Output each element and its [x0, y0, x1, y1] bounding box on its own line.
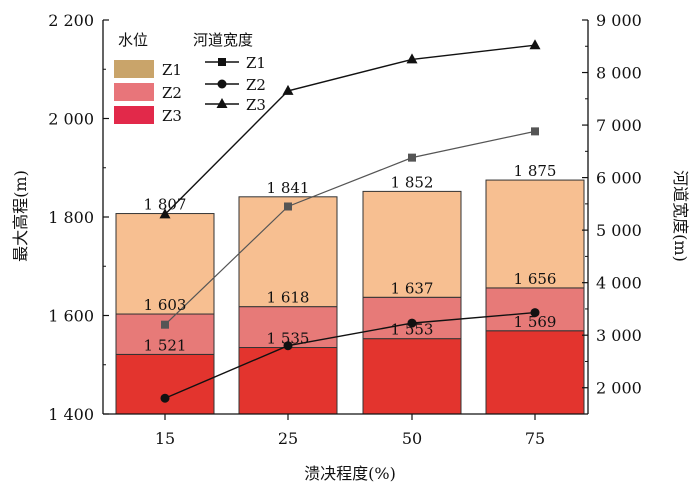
y-tick-label: 2 000 — [48, 110, 94, 129]
y-tick-label: 1 800 — [48, 208, 94, 227]
bar-top-label: 1 807 — [144, 196, 187, 214]
circle-marker — [217, 79, 227, 89]
legend-water-swatch — [114, 60, 154, 78]
y2-tick-label: 2 000 — [596, 379, 642, 398]
x-axis-label: 溃决程度(%) — [304, 464, 396, 483]
bar-top — [485, 179, 585, 289]
bar-top — [115, 213, 215, 315]
series-line-z2 — [164, 311, 536, 399]
triangle-marker — [282, 84, 294, 95]
square-marker — [531, 127, 539, 136]
x-tick-label: 75 — [525, 429, 545, 448]
series-line-z3 — [164, 44, 536, 215]
y-tick-label: 1 400 — [48, 405, 94, 424]
legend-water-label: Z1 — [162, 61, 182, 79]
bar-top-label: 1 852 — [391, 173, 434, 191]
bar-middle-label: 1 656 — [514, 270, 557, 288]
square-marker — [408, 153, 416, 162]
bars-layer — [115, 179, 585, 415]
bar-middle-label: 1 637 — [391, 279, 434, 297]
square-marker — [218, 58, 226, 66]
axes-layer: 1 400 1 600 1 800 2 000 2 200 2 000 3 000 4 000… — [48, 11, 642, 448]
square-marker — [284, 202, 292, 211]
lines-layer — [159, 39, 541, 403]
legend-water-title: 水位 — [118, 31, 148, 49]
legend-width-title: 河道宽度 — [193, 31, 253, 49]
legend-water-label: Z2 — [162, 84, 182, 102]
bar-middle-label: 1 618 — [267, 289, 310, 307]
bar-bottom-label: 1 535 — [267, 330, 310, 348]
bar-top — [238, 196, 338, 308]
x-tick-label: 25 — [278, 429, 298, 448]
bar-top — [362, 190, 462, 298]
bar-bottom-label: 1 521 — [144, 336, 187, 354]
circle-marker — [283, 341, 293, 351]
y2-tick-label: 4 000 — [596, 274, 642, 293]
bar-bottom-label: 1 553 — [391, 321, 434, 339]
y2-tick-label: 6 000 — [596, 169, 642, 188]
bar-bottom — [362, 338, 462, 415]
y-axis-label: 最大高程(m) — [11, 170, 30, 262]
y2-tick-label: 3 000 — [596, 326, 642, 345]
y2-axis-label: 河道宽度(m) — [671, 170, 690, 262]
bar-bottom — [485, 330, 585, 415]
bar-middle-label: 1 603 — [144, 296, 187, 314]
y-tick-label: 2 200 — [48, 11, 94, 30]
legend-water-swatch — [114, 83, 154, 101]
y2-tick-label: 5 000 — [596, 221, 642, 240]
y-tick-label: 1 600 — [48, 307, 94, 326]
y2-tick-label: 9 000 — [596, 11, 642, 30]
legend-water-label: Z3 — [162, 107, 182, 125]
legend-width-label: Z1 — [246, 54, 266, 72]
triangle-marker — [529, 39, 541, 50]
x-tick-label: 50 — [402, 429, 422, 448]
legend-layer: 水位 河道宽度 Z1 Z2 Z3 Z1 Z2 Z3 — [114, 31, 266, 125]
bar-top-label: 1 875 — [514, 162, 557, 180]
bar-bottom — [238, 347, 338, 415]
bar-top-label: 1 841 — [267, 179, 310, 197]
bar-bottom-label: 1 569 — [514, 313, 557, 331]
x-tick-label: 15 — [155, 429, 175, 448]
legend-width-label: Z2 — [246, 76, 266, 94]
circle-marker — [407, 318, 417, 328]
triangle-marker — [406, 53, 418, 64]
triangle-marker — [216, 98, 228, 108]
circle-marker — [160, 393, 170, 403]
bar-middle — [362, 296, 462, 340]
triangle-marker — [159, 208, 171, 219]
y2-tick-label: 7 000 — [596, 116, 642, 135]
bar-labels-layer: 1 807 1 603 1 521 1 841 1 618 1 535 1 852 1 637… — [144, 162, 557, 354]
series-line-z1 — [164, 130, 536, 326]
square-marker — [161, 320, 169, 329]
legend-water-swatch — [114, 106, 154, 124]
circle-marker — [530, 308, 540, 318]
y2-tick-label: 8 000 — [596, 64, 642, 83]
legend-width-label: Z3 — [246, 96, 266, 114]
